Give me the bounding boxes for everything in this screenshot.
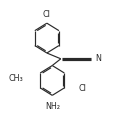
Text: N: N xyxy=(94,54,100,63)
Text: Cl: Cl xyxy=(78,84,86,93)
Text: CH₃: CH₃ xyxy=(9,74,23,82)
Text: Cl: Cl xyxy=(43,10,50,19)
Text: NH₂: NH₂ xyxy=(44,102,59,111)
